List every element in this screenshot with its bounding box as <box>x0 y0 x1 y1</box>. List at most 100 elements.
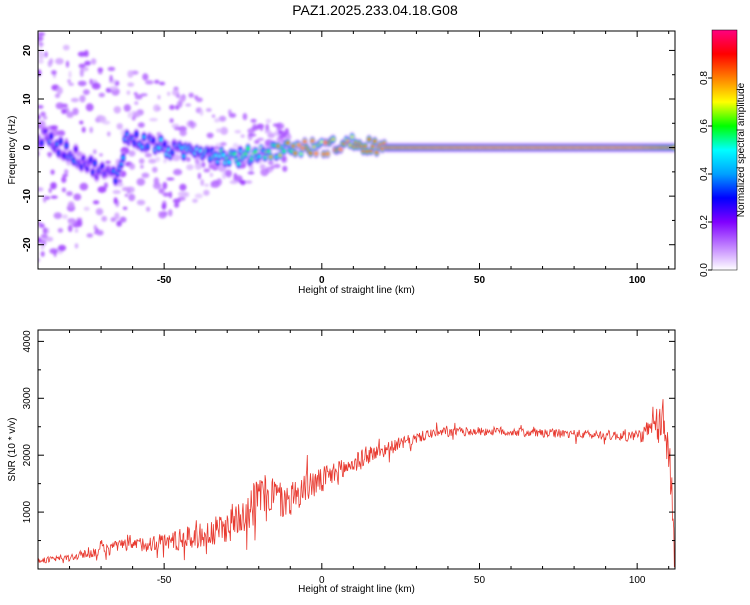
heatmap-cell <box>155 156 161 162</box>
heatmap-cell <box>113 197 118 205</box>
heatmap-cell <box>68 82 74 86</box>
heatmap-cell <box>127 82 135 87</box>
heatmap-cell <box>40 244 45 250</box>
heatmap-cell <box>158 188 165 194</box>
heatmap-cell <box>50 169 55 175</box>
heatmap-cell <box>98 71 103 75</box>
x-tick-label: 0 <box>319 575 325 586</box>
heatmap-cell <box>73 193 82 201</box>
heatmap-cell <box>74 228 79 233</box>
heatmap-cell <box>44 51 48 58</box>
colorbar-frame <box>711 29 738 271</box>
heatmap-cell <box>50 125 58 130</box>
heatmap-cell <box>53 212 62 220</box>
heatmap-cell <box>128 193 136 202</box>
heatmap-cell <box>153 182 162 190</box>
heatmap-cell <box>154 79 160 84</box>
heatmap-cell <box>303 140 307 143</box>
colorbar-gradient <box>712 30 737 270</box>
figure-title: PAZ1.2025.233.04.18.G08 <box>292 2 458 18</box>
heatmap-cell <box>137 122 145 128</box>
heatmap-cell <box>110 217 117 223</box>
heatmap-cell <box>170 150 175 154</box>
spectrogram-panel: -50 0 50 100 -20 -10 0 10 20 Height of straight l… <box>7 30 676 296</box>
heatmap-cell <box>91 82 101 90</box>
heatmap-cell <box>172 198 181 204</box>
heatmap-cell <box>140 93 148 97</box>
colorbar-tick-label: 0.4 <box>699 167 710 181</box>
colorbar-label: Normalized spectral amplitude <box>736 82 747 217</box>
heatmap-cell <box>188 92 194 98</box>
heatmap-cell <box>250 118 257 123</box>
heatmap-cell <box>331 138 336 141</box>
heatmap-cell <box>90 58 97 65</box>
heatmap-cell <box>308 152 313 155</box>
heatmap-cell <box>43 195 47 203</box>
heatmap-cell <box>38 114 41 120</box>
heatmap-cell <box>367 138 371 141</box>
heatmap-cell <box>133 92 138 96</box>
y-tick-label: 2000 <box>22 444 33 467</box>
heatmap-cell <box>162 192 170 197</box>
heatmap-cell <box>229 180 239 185</box>
heatmap-cell <box>58 139 63 143</box>
heatmap-cell <box>286 141 290 144</box>
heatmap-cell <box>194 193 203 199</box>
heatmap-cell <box>134 94 143 100</box>
heatmap-cell <box>42 115 48 120</box>
heatmap-cell <box>83 206 90 211</box>
y-tick-label: 0 <box>22 144 33 150</box>
heatmap-cell <box>67 201 75 209</box>
heatmap-cell <box>55 58 64 65</box>
heatmap-cell <box>128 150 136 157</box>
heatmap-cell <box>48 187 52 194</box>
heatmap-cell <box>246 147 250 151</box>
heatmap-cell <box>282 150 286 153</box>
heatmap-cell <box>93 224 97 231</box>
heatmap-cell <box>254 139 260 144</box>
heatmap-cell <box>67 218 76 225</box>
heatmap-cell <box>38 187 44 192</box>
heatmap-cell <box>89 126 93 134</box>
heatmap-cell <box>93 149 97 154</box>
heatmap-cell <box>221 153 226 157</box>
heatmap-cell <box>350 135 354 139</box>
heatmap-cell <box>247 171 255 175</box>
heatmap-cell <box>159 81 166 86</box>
heatmap-cell <box>86 233 94 238</box>
heatmap-cell <box>107 66 116 72</box>
heatmap-cell <box>204 183 209 187</box>
heatmap-cell <box>50 182 57 190</box>
heatmap-cell <box>325 152 330 155</box>
x-tick-label: -50 <box>157 275 172 286</box>
heatmap-cell <box>186 156 191 162</box>
heatmap-cell <box>42 227 48 234</box>
heatmap-cell <box>142 135 146 139</box>
heatmap-cell <box>97 186 107 193</box>
heatmap-cell <box>145 80 154 85</box>
colorbar: 0.0 0.2 0.4 0.6 0.8 Normalized spectral ampli… <box>699 29 747 277</box>
heatmap-cell <box>77 219 83 227</box>
heatmap-cell <box>124 193 128 197</box>
heatmap-cell <box>145 144 150 148</box>
heatmap-cell <box>85 103 94 112</box>
heatmap-cell <box>149 118 158 122</box>
heatmap-cell <box>185 103 192 107</box>
heatmap-cell <box>257 137 264 141</box>
heatmap-cell <box>77 80 87 87</box>
heatmap-cell <box>182 191 190 198</box>
heatmap-cell <box>199 109 204 116</box>
heatmap-cell <box>257 155 262 158</box>
heatmap-cell <box>148 158 157 164</box>
heatmap-cell <box>116 220 122 227</box>
heatmap-cell <box>38 51 45 60</box>
heatmap-cell <box>157 95 161 100</box>
heatmap-cell <box>79 95 86 103</box>
y-tick-label: -20 <box>22 237 33 252</box>
heatmap-cell <box>40 251 45 257</box>
heatmap-cell <box>107 131 111 137</box>
heatmap-cell <box>264 130 272 134</box>
heatmap-cell <box>140 164 144 169</box>
heatmap-cell <box>78 63 86 69</box>
heatmap-cell <box>114 212 120 220</box>
